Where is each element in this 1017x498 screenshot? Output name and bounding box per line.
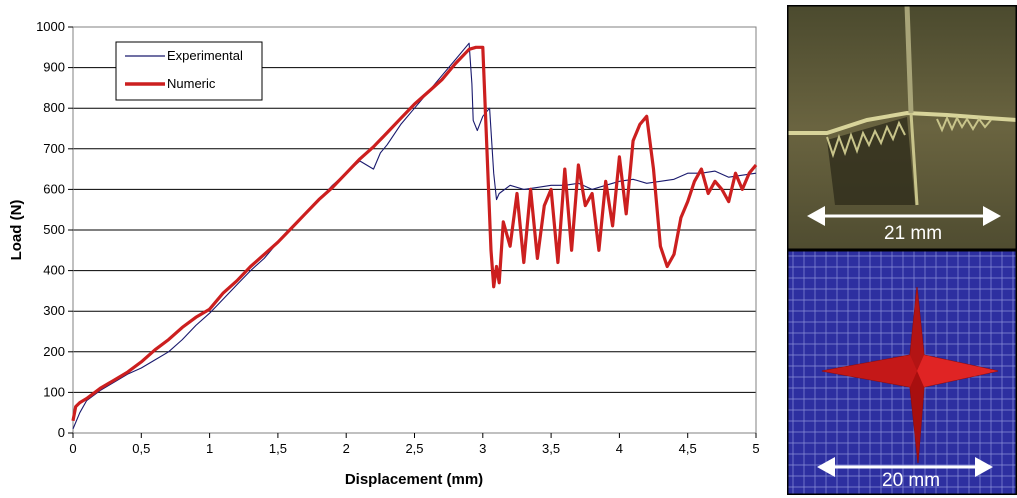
mesh-simulation-image — [787, 250, 1017, 495]
specimen-photo-panel: 21 mm — [787, 5, 1017, 250]
legend-label-experimental: Experimental — [167, 48, 243, 63]
y-tick-label: 0 — [58, 425, 65, 440]
mesh-simulation-panel: 20 mm — [787, 250, 1017, 495]
legend-label-numeric: Numeric — [167, 76, 216, 91]
tick-marks — [68, 26, 757, 438]
specimen-photo-image — [787, 5, 1017, 250]
x-tick-label: 4,5 — [679, 441, 697, 456]
y-tick-label: 700 — [43, 141, 65, 156]
load-displacement-chart: 0 0,5 1 1,5 2 2,5 3 3,5 4 4,5 5 0 100 200 300 400 500 60… — [8, 19, 760, 488]
x-tick-label: 3,5 — [542, 441, 560, 456]
x-tick-labels: 0 0,5 1 1,5 2 2,5 3 3,5 4 4,5 5 — [69, 441, 759, 456]
photo-scale-label: 21 mm — [884, 223, 943, 244]
mesh-dimension-arrow — [817, 457, 993, 477]
x-tick-label: 4 — [616, 441, 623, 456]
y-tick-label: 1000 — [36, 19, 65, 34]
y-tick-label: 900 — [43, 60, 65, 75]
y-axis-title: Load (N) — [8, 200, 25, 261]
y-tick-label: 600 — [43, 181, 65, 196]
photo-dimension-arrow — [807, 206, 1001, 226]
y-tick-label: 500 — [43, 222, 65, 237]
mesh-scale-label: 20 mm — [882, 470, 941, 491]
y-tick-label: 100 — [43, 384, 65, 399]
x-tick-label: 0,5 — [132, 441, 150, 456]
y-tick-label: 300 — [43, 303, 65, 318]
y-tick-label: 400 — [43, 263, 65, 278]
series-lines — [71, 42, 758, 430]
grid-lines — [73, 67, 756, 393]
x-tick-label: 2,5 — [405, 441, 423, 456]
x-tick-label: 0 — [69, 441, 76, 456]
x-tick-label: 1,5 — [269, 441, 287, 456]
y-tick-label: 800 — [43, 100, 65, 115]
x-axis-title: Displacement (mm) — [345, 471, 483, 488]
series-line-numeric — [71, 45, 758, 422]
x-tick-label: 2 — [343, 441, 350, 456]
x-tick-label: 5 — [752, 441, 759, 456]
x-tick-label: 3 — [479, 441, 486, 456]
y-tick-labels: 0 100 200 300 400 500 600 700 800 900 1000 — [36, 19, 65, 440]
series-line-experimental — [72, 42, 757, 430]
legend: Experimental Numeric — [115, 41, 263, 101]
legend-box — [115, 41, 263, 101]
y-tick-label: 200 — [43, 344, 65, 359]
x-tick-label: 1 — [206, 441, 213, 456]
